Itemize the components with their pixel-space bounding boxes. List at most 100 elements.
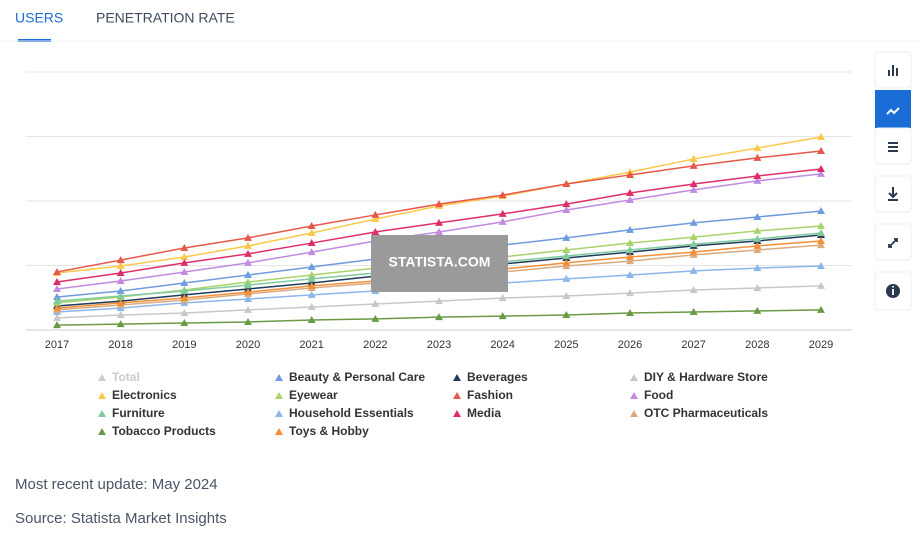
legend-marker [98,392,106,399]
watermark-box [371,235,508,292]
x-tick-label: 2026 [618,339,642,351]
point-marker [562,246,571,254]
point-marker [307,290,316,298]
plot: 2017 2018 2019 2020 2021 2022 2023 2024 2025 2026… [26,71,852,351]
point-marker [435,218,443,226]
point-marker [562,206,571,214]
legend-label: Eyewear [289,388,338,402]
x-tick-label: 2018 [108,339,132,351]
icon [888,238,898,248]
point-marker [498,209,507,217]
point-marker [53,304,61,312]
legend-marker [453,392,461,399]
point-marker [307,228,316,236]
legend-label: OTC Pharmaceuticals [644,406,768,420]
legend-label: Electronics [112,388,177,402]
legend-marker [98,410,106,417]
point-marker [626,239,634,247]
x-tick-label: 2028 [745,339,769,351]
point-marker [116,298,125,306]
point-marker [753,226,762,234]
legend-marker [275,392,283,399]
toolbar [874,51,912,311]
point-marker [116,276,125,284]
point-marker [817,169,825,177]
point-marker [371,210,380,218]
legend-marker [630,410,638,417]
point-marker [689,233,698,241]
point-marker [180,287,189,295]
point-marker [753,246,762,254]
x-tick-label: 2029 [809,339,833,351]
point-marker [753,153,762,161]
legend-label: Total [112,370,140,384]
point-marker [562,258,571,266]
icon [888,142,898,152]
legend-label: Toys & Hobby [289,424,369,438]
x-tick-label: 2023 [427,339,451,351]
point-marker [626,246,634,254]
icon [888,65,898,76]
update-note: Most recent update: May 2024 [15,476,218,493]
point-marker [307,274,316,282]
point-marker [307,263,316,271]
point-marker [562,200,571,208]
x-tick-label: 2027 [681,339,705,351]
x-tick-label: 2020 [236,339,260,351]
legend-marker [453,374,461,381]
legend-label: Fashion [467,388,513,402]
point-marker [689,307,698,315]
point-marker [180,279,189,287]
point-marker [371,227,380,235]
point-marker [116,268,125,276]
legend-label: DIY & Hardware Store [644,370,768,384]
point-marker [753,212,762,220]
icon [888,187,898,201]
point-marker [116,256,125,264]
point-marker [689,185,698,193]
point-marker [244,241,252,249]
legend-label: Household Essentials [289,406,414,420]
point-marker [435,200,443,208]
point-marker [244,281,252,289]
legend-marker [453,410,461,417]
point-marker [180,243,189,251]
point-marker [817,133,825,141]
point-marker [689,218,698,226]
watermark: STATISTA.COM [389,254,491,270]
x-tick-label: 2022 [363,339,387,351]
x-tick-label: 2019 [172,339,196,351]
point-marker [753,234,762,242]
point-marker [817,281,825,289]
point-marker [53,313,61,321]
point-marker [689,161,698,169]
point-marker [435,297,443,305]
point-marker [180,258,189,266]
legend-label: Furniture [112,406,165,420]
point-marker [180,267,189,275]
point-marker [180,294,189,302]
point-marker [753,241,762,249]
point-marker [817,262,825,270]
source-note: Source: Statista Market Insights [15,510,227,527]
legend: Total Beauty & Personal Care Beverages DIY … [98,370,768,438]
point-marker [753,176,762,184]
point-marker [626,225,634,233]
point-marker [753,144,762,152]
point-marker [180,308,189,316]
point-marker [53,321,61,329]
point-marker [435,313,443,321]
point-marker [689,179,698,187]
tab[interactable]: USERS [15,10,63,26]
point-marker [498,312,507,320]
point-marker [817,241,825,249]
point-marker [307,315,316,323]
legend-label: Food [644,388,673,402]
point-marker [626,170,634,178]
point-marker [498,217,507,225]
tab[interactable]: PENETRATION RATE [96,10,235,26]
legend-marker [275,428,283,435]
line-chart-button[interactable] [875,90,911,128]
legend-marker [275,410,283,417]
